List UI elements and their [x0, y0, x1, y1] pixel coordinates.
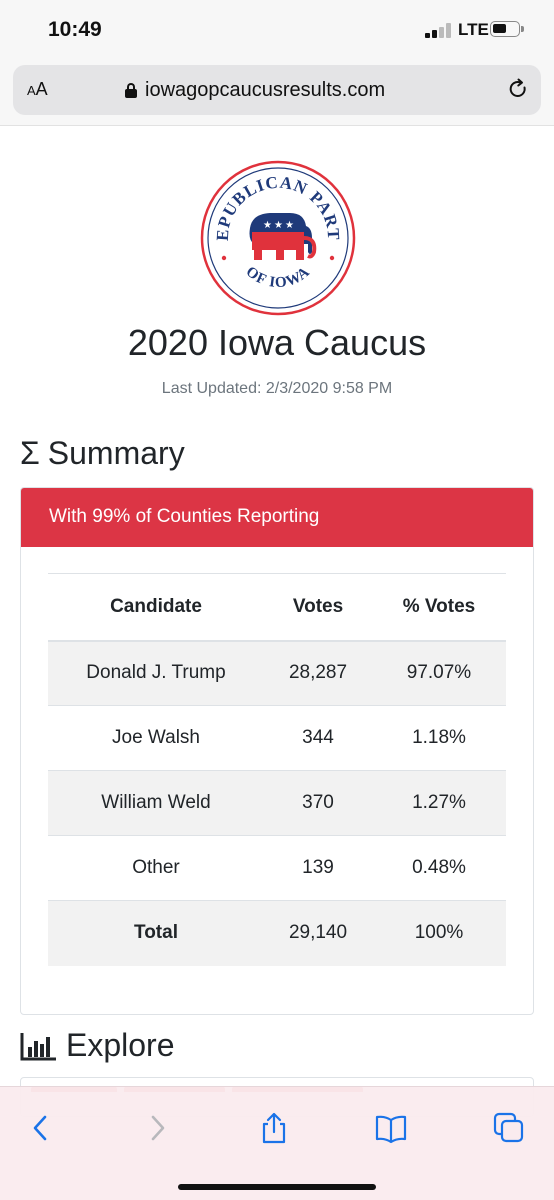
table-row: William Weld 370 1.27% [48, 770, 506, 836]
signal-icon [425, 23, 451, 38]
candidate-name: William Weld [101, 792, 211, 813]
candidate-pct: 97.07% [406, 662, 472, 684]
battery-icon [490, 21, 524, 37]
total-pct: 100% [414, 922, 464, 944]
candidate-votes: 139 [302, 857, 334, 878]
tabs-icon[interactable] [492, 1111, 526, 1145]
reload-icon[interactable] [507, 78, 529, 100]
candidate-votes: 28,287 [288, 662, 348, 684]
candidate-votes: 370 [302, 792, 334, 813]
last-updated-text: Last Updated: 2/3/2020 9:58 PM [161, 380, 393, 397]
total-row: Total 29,140 100% [48, 900, 506, 966]
reporting-banner: With 99% of Counties Reporting [21, 488, 533, 547]
browser-address-area: AA iowagopcaucusresults.com [0, 60, 554, 126]
candidate-pct: 0.48% [412, 857, 466, 878]
column-header-votes: Votes [292, 595, 344, 617]
svg-text:★: ★ [274, 220, 283, 231]
candidate-votes: 344 [302, 727, 334, 748]
republican-party-logo: REPUBLICAN PARTY OF IOWA ★ ★ ★ [200, 160, 356, 316]
total-votes: 29,140 [288, 922, 348, 944]
summary-heading: Σ Summary [20, 435, 185, 472]
back-icon[interactable] [24, 1111, 58, 1145]
bookmarks-icon[interactable] [374, 1111, 408, 1145]
summary-heading-text: Summary [47, 435, 185, 471]
candidate-pct: 1.18% [412, 727, 466, 748]
candidate-name: Joe Walsh [112, 727, 200, 748]
results-table: Candidate Votes % Votes Donald J. Trump … [48, 573, 506, 966]
status-bar: 10:49 LTE [0, 0, 554, 60]
forward-icon[interactable] [140, 1111, 174, 1145]
candidate-name: Other [132, 857, 180, 878]
svg-text:★: ★ [285, 220, 294, 231]
column-header-candidate: Candidate [110, 595, 202, 617]
network-label: LTE [458, 20, 489, 39]
text-size-button[interactable]: AA [27, 79, 48, 99]
lock-icon [125, 83, 137, 98]
total-label: Total [134, 922, 178, 944]
browser-toolbar [0, 1086, 554, 1200]
table-header-row: Candidate Votes % Votes [48, 573, 506, 641]
table-row: Donald J. Trump 28,287 97.07% [48, 640, 506, 706]
page-title: 2020 Iowa Caucus [127, 322, 427, 363]
summary-card: With 99% of Counties Reporting Candidate… [20, 487, 534, 1015]
table-row: Other 139 0.48% [48, 835, 506, 901]
svg-text:★: ★ [263, 220, 272, 231]
candidate-name: Donald J. Trump [86, 662, 226, 684]
table-row: Joe Walsh 344 1.18% [48, 705, 506, 771]
explore-heading-text: Explore [66, 1027, 175, 1063]
candidate-pct: 1.27% [412, 792, 466, 813]
explore-heading: Explore [20, 1027, 175, 1064]
sigma-icon: Σ [20, 435, 40, 471]
share-icon[interactable] [257, 1111, 291, 1145]
url-text[interactable]: iowagopcaucusresults.com [145, 79, 386, 101]
status-time: 10:49 [48, 18, 102, 41]
column-header-pct-votes: % Votes [402, 595, 476, 617]
bar-chart-icon [20, 1032, 56, 1060]
address-bar[interactable]: AA iowagopcaucusresults.com [13, 65, 541, 115]
home-indicator [178, 1184, 376, 1190]
